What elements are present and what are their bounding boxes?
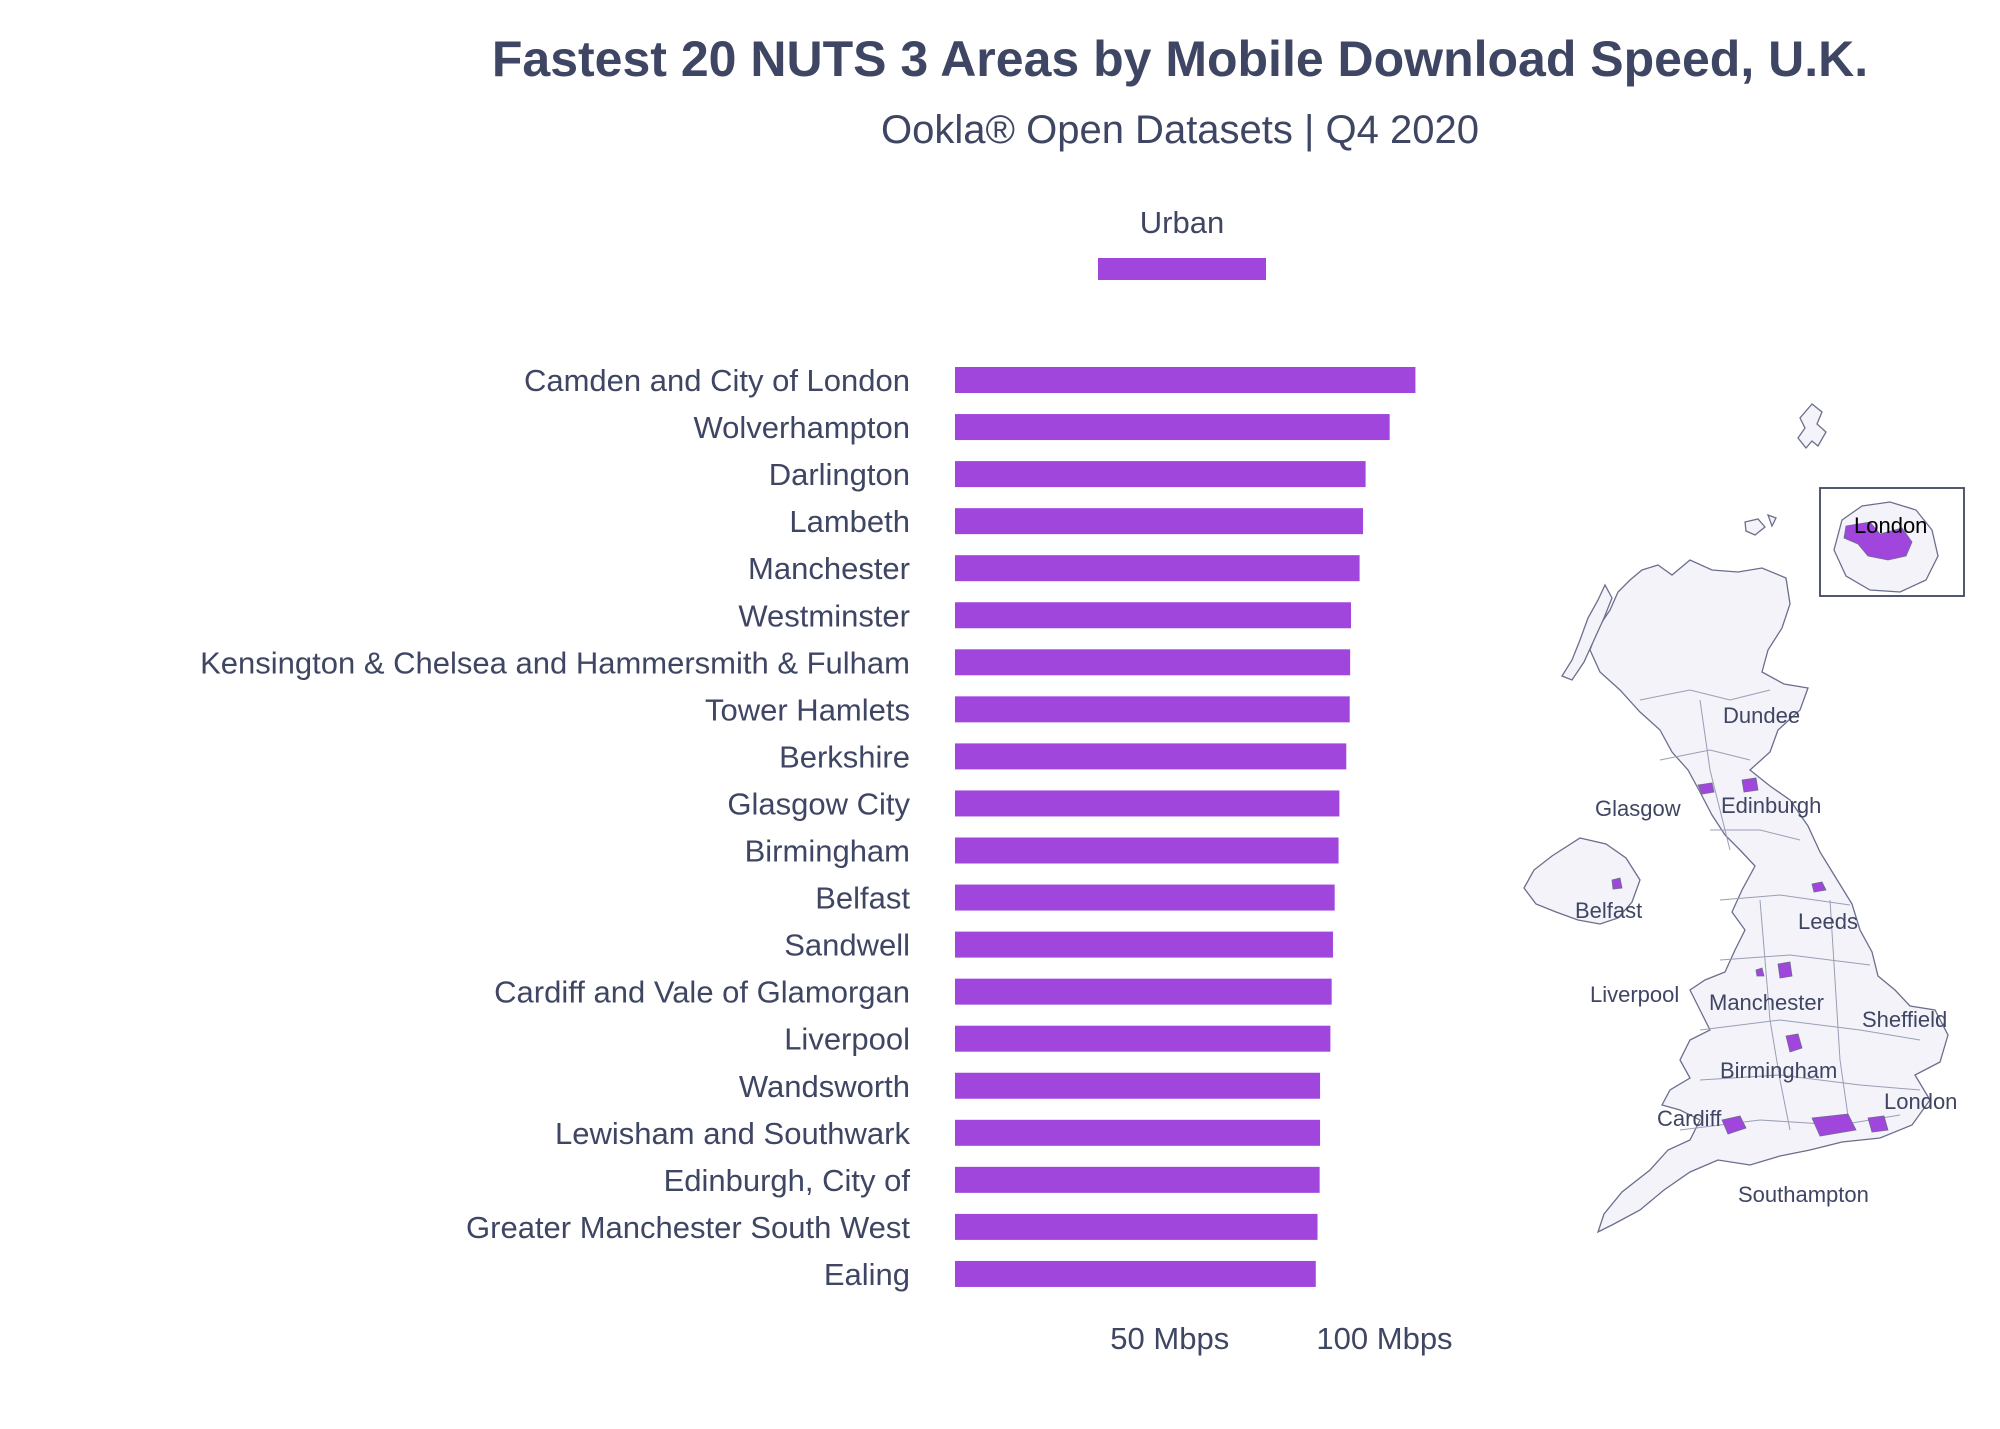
category-label: Lambeth [789, 504, 910, 539]
category-label: Wandsworth [739, 1069, 910, 1104]
bar [955, 508, 1364, 535]
category-label: Tower Hamlets [705, 692, 910, 727]
map-label-leeds: Leeds [1798, 909, 1858, 934]
map-label-dundee: Dundee [1723, 703, 1800, 728]
chart-title: Fastest 20 NUTS 3 Areas by Mobile Downlo… [491, 31, 1869, 87]
london-inset-highlight [1843, 521, 1913, 561]
bar [955, 649, 1351, 676]
category-label: Belfast [815, 881, 910, 916]
category-label: Glasgow City [727, 786, 910, 821]
map-labels: London Dundee Glasgow Edinburgh Belfast … [1575, 513, 1957, 1207]
chart-subtitle: Ookla® Open Datasets | Q4 2020 [881, 108, 1479, 152]
bar [955, 555, 1360, 582]
western-isles-shape [1561, 583, 1613, 681]
uk-map [1523, 403, 1965, 1234]
map-label-glasgow: Glasgow [1595, 796, 1681, 821]
x-axis-ticks: 50 Mbps 100 Mbps [1110, 1321, 1452, 1356]
berkshire-area-shape [1811, 1113, 1857, 1137]
map-label-london: London [1884, 1089, 1957, 1114]
category-label: Edinburgh, City of [664, 1163, 911, 1198]
birmingham-area-shape [1785, 1033, 1803, 1053]
bar [955, 837, 1339, 864]
bars [955, 367, 1416, 1287]
manchester-area-shape [1777, 961, 1793, 979]
london-area-shape [1867, 1115, 1889, 1133]
bar [955, 602, 1351, 629]
map-label-birmingham: Birmingham [1720, 1058, 1837, 1083]
bar [955, 790, 1340, 817]
bar [955, 1119, 1321, 1146]
edinburgh-area-shape [1741, 777, 1759, 793]
category-label: Lewisham and Southwark [555, 1116, 910, 1151]
map-label-manchester: Manchester [1709, 990, 1824, 1015]
category-label: Darlington [769, 457, 910, 492]
northern-ireland-shape [1523, 837, 1641, 925]
map-label-liverpool: Liverpool [1590, 982, 1679, 1007]
map-label-cardiff: Cardiff [1657, 1106, 1722, 1131]
category-label: Kensington & Chelsea and Hammersmith & F… [200, 645, 910, 680]
bar [955, 1260, 1316, 1287]
category-label: Sandwell [784, 928, 910, 963]
legend-label-urban: Urban [1140, 205, 1224, 240]
belfast-area-shape [1611, 877, 1623, 890]
map-label-edinburgh: Edinburgh [1721, 793, 1821, 818]
category-label: Berkshire [779, 739, 910, 774]
bar [955, 1025, 1331, 1052]
x-tick-label: 50 Mbps [1110, 1321, 1229, 1356]
bar [955, 978, 1332, 1005]
category-label: Wolverhampton [693, 410, 910, 445]
orkney-shape [1744, 513, 1777, 536]
bar [955, 414, 1390, 441]
bar [955, 931, 1333, 958]
darlington-area-shape [1811, 881, 1827, 893]
map-label-london-inset: London [1854, 513, 1927, 538]
category-labels: Camden and City of London Wolverhampton Da… [200, 363, 910, 1292]
bar [955, 1213, 1318, 1240]
bar [955, 696, 1350, 723]
category-label: Birmingham [745, 834, 910, 869]
bar [955, 884, 1335, 911]
bar [955, 461, 1366, 488]
category-label: Liverpool [784, 1022, 910, 1057]
x-tick-label: 100 Mbps [1316, 1321, 1452, 1356]
category-label: Camden and City of London [524, 363, 910, 398]
map-label-belfast: Belfast [1575, 898, 1642, 923]
cardiff-area-shape [1721, 1115, 1747, 1135]
bar [955, 367, 1416, 393]
category-label: Ealing [824, 1257, 910, 1292]
legend-swatch-urban [1098, 258, 1266, 280]
legend: Urban [1098, 205, 1266, 280]
category-label: Cardiff and Vale of Glamorgan [494, 975, 910, 1010]
category-label: Westminster [738, 598, 910, 633]
liverpool-area-shape [1755, 967, 1765, 977]
glasgow-area-shape [1697, 782, 1715, 795]
bar [955, 1166, 1320, 1193]
category-label: Greater Manchester South West [466, 1210, 910, 1245]
bar [955, 1072, 1321, 1099]
category-label: Manchester [748, 551, 910, 586]
bar [955, 743, 1347, 770]
shetland-shape [1797, 403, 1827, 450]
map-label-sheffield: Sheffield [1862, 1007, 1947, 1032]
map-label-southampton: Southampton [1738, 1182, 1869, 1207]
